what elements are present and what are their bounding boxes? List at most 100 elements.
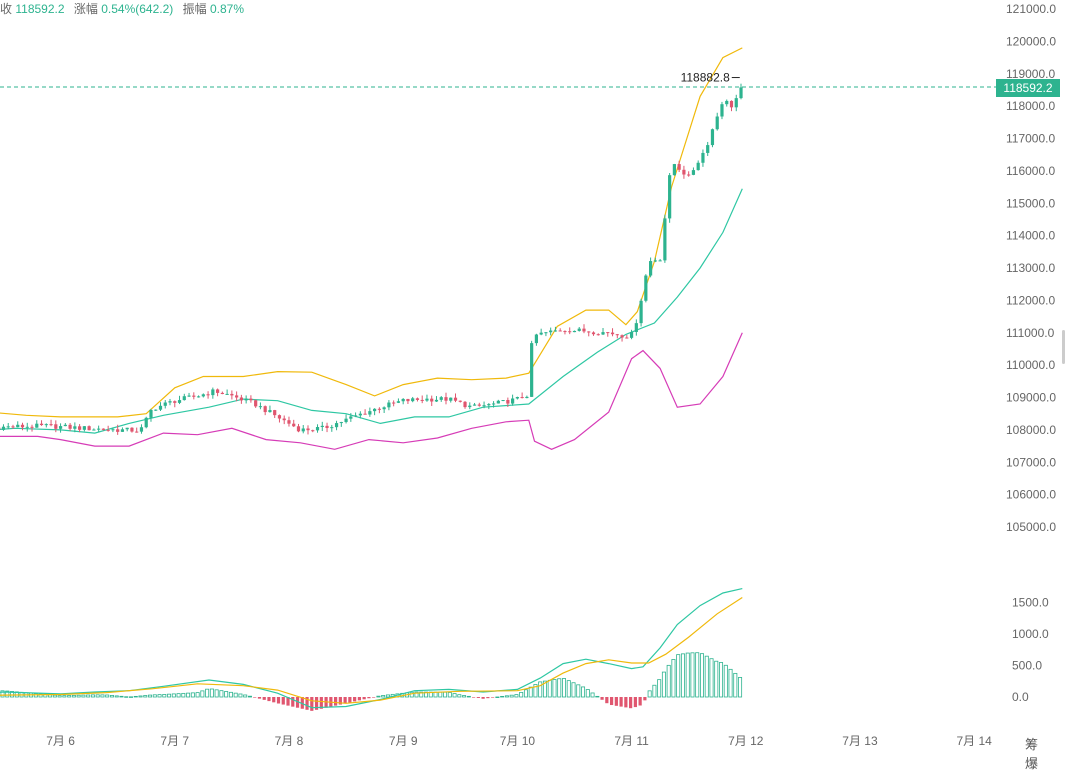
macd-bar (82, 695, 85, 697)
macd-bar (153, 695, 156, 697)
price-tick-label: 106000.0 (1006, 488, 1056, 502)
candlesticks (0, 84, 743, 435)
macd-bar (68, 696, 71, 697)
price-tick-label: 120000.0 (1006, 34, 1056, 48)
candle-body (459, 401, 462, 402)
macd-bar (120, 696, 123, 697)
macd-bar (129, 697, 132, 698)
macd-bar (615, 697, 618, 706)
macd-bar (458, 695, 461, 697)
time-tick-label: 7月 12 (728, 734, 764, 748)
candle-body (606, 332, 609, 333)
candle-body (230, 394, 233, 395)
candle-body (11, 426, 14, 427)
macd-bar (448, 692, 451, 697)
candle-body (425, 399, 428, 401)
candle-body (573, 331, 576, 332)
macd-bar (139, 696, 142, 697)
candle-body (711, 129, 714, 145)
macd-bar (72, 695, 75, 697)
price-tick-label: 111000.0 (1006, 326, 1055, 340)
candle-body (563, 331, 566, 332)
macd-bar (125, 697, 128, 698)
macd-bar (234, 693, 237, 697)
macd-bar (724, 665, 727, 697)
candle-body (102, 429, 105, 430)
macd-bar (453, 694, 456, 697)
time-tick-label: 7月 9 (389, 734, 418, 748)
candle-body (582, 329, 585, 332)
candle-body (340, 422, 343, 423)
macd-bar (677, 655, 680, 697)
macd-bar (667, 665, 670, 697)
macd-bar (520, 692, 523, 697)
candle-body (725, 101, 728, 104)
candle-body (454, 398, 457, 401)
macd-bar (110, 695, 113, 697)
macd-bar (258, 697, 261, 699)
price-tick-label: 118000.0 (1006, 99, 1055, 113)
candle-body (611, 333, 614, 335)
macd-tick-label: 1000.0 (1012, 627, 1049, 641)
macd-bar (567, 681, 570, 697)
chart-canvas[interactable]: 121000.0120000.0119000.0118000.0117000.0… (0, 0, 1065, 755)
macd-bar (719, 662, 722, 697)
macd-bar (600, 697, 603, 700)
macd-bar (206, 689, 209, 697)
candle-body (501, 400, 504, 401)
candle-body (183, 396, 186, 400)
candle-body (544, 332, 547, 333)
macd-bar (524, 690, 527, 697)
candle-body (506, 400, 509, 404)
candle-body (625, 338, 628, 339)
candle-body (92, 430, 95, 431)
macd-bar (372, 697, 375, 698)
macd-bar (77, 695, 80, 697)
candle-body (264, 406, 267, 412)
candle-body (649, 261, 652, 275)
candle-body (97, 429, 100, 430)
time-tick-label: 7月 8 (275, 734, 304, 748)
candle-body (292, 424, 295, 427)
macd-bar (586, 690, 589, 697)
candle-body (549, 331, 552, 333)
price-tick-label: 114000.0 (1006, 229, 1055, 243)
macd-bar (486, 697, 489, 698)
candle-body (411, 398, 414, 401)
candle-body (587, 331, 590, 332)
candle-body (325, 426, 328, 428)
candle-body (644, 276, 647, 301)
candle-body (240, 397, 243, 400)
candle-body (630, 332, 633, 338)
candle-body (378, 409, 381, 410)
macd-bar (620, 697, 623, 707)
candle-body (116, 429, 119, 432)
macd-bar (210, 689, 213, 697)
candle-body (687, 175, 690, 176)
macd-bar (158, 695, 161, 697)
candle-body (273, 410, 276, 415)
macd-bar (734, 673, 737, 697)
candle-body (126, 428, 129, 430)
macd-bar (629, 697, 632, 708)
macd-bar (696, 653, 699, 697)
candle-body (68, 425, 71, 429)
candle-body (430, 399, 433, 402)
candle-body (682, 170, 685, 175)
candle-body (302, 428, 305, 431)
macd-bar (686, 653, 689, 697)
candle-body (111, 429, 114, 430)
candle-body (421, 400, 424, 401)
candle-body (206, 394, 209, 395)
macd-bar (348, 697, 351, 702)
macd-bar (291, 697, 294, 707)
candle-body (487, 404, 490, 405)
candle-body (635, 323, 638, 332)
candle-body (601, 332, 604, 334)
candle-body (511, 398, 514, 403)
macd-bar (196, 693, 199, 697)
candle-body (554, 330, 557, 331)
indicator-toggles[interactable]: 筹 爆 (1025, 734, 1065, 772)
macd-bar (648, 691, 651, 697)
